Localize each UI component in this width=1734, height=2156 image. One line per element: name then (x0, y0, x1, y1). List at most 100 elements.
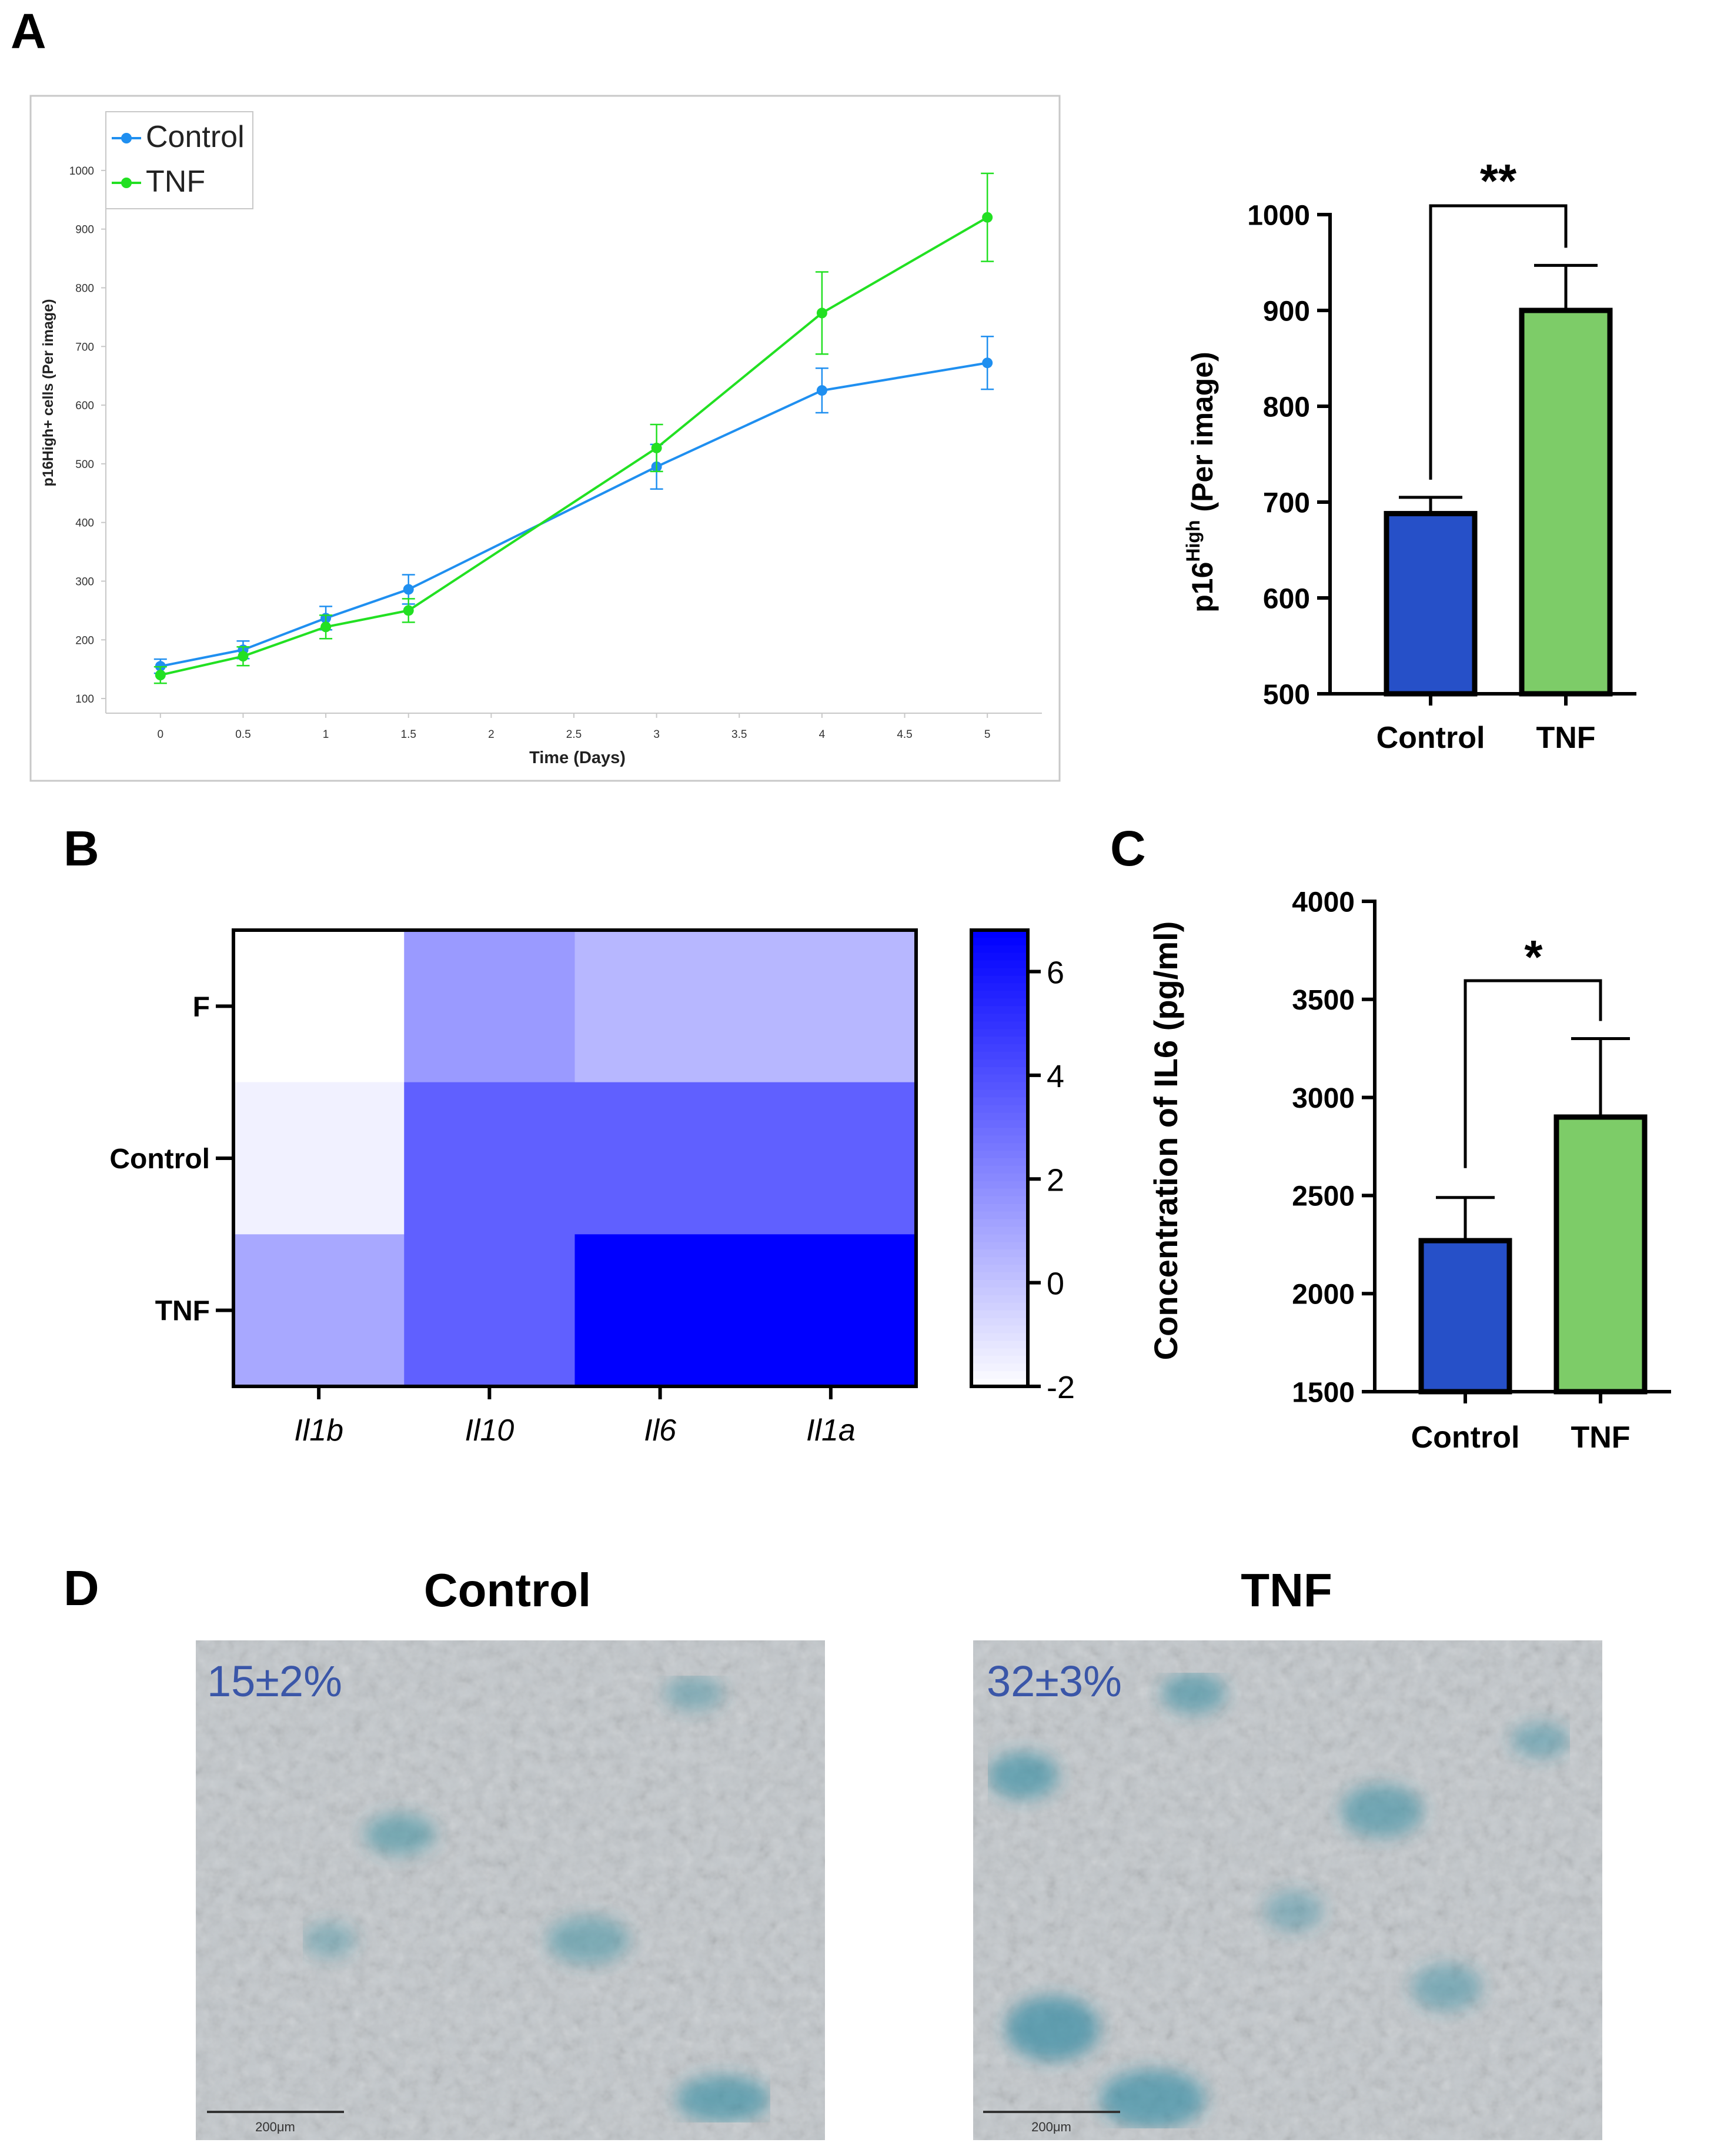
colorbar-segment (971, 1287, 1028, 1296)
colorbar-tick-label: 6 (1047, 955, 1064, 991)
colorbar-segment (971, 1021, 1028, 1030)
heatmap-cell (404, 1082, 576, 1235)
colorbar-segment (971, 1173, 1028, 1182)
stain-spot (1411, 1964, 1482, 2011)
colorbar-segment (971, 1089, 1028, 1098)
colorbar-segment (971, 1188, 1028, 1197)
micrograph-tnf-scale-label: 200μm (1031, 2120, 1071, 2134)
stain-spot (365, 1814, 435, 1855)
y-tick-label: 4000 (1292, 887, 1355, 918)
colorbar-segment (971, 1348, 1028, 1357)
stain-spot (303, 1923, 356, 1958)
colorbar-segment (971, 1082, 1028, 1091)
row-label: TNF (155, 1296, 210, 1327)
colorbar-segment (971, 1097, 1028, 1106)
heatmap-cell (233, 930, 405, 1083)
y-tick-label: 2500 (1292, 1181, 1355, 1212)
x-tick-label: 4.5 (897, 728, 912, 741)
micrograph-tnf-stain (988, 1673, 1570, 2128)
x-tick-label: 3.5 (731, 728, 747, 741)
y-tick-label: 400 (75, 517, 94, 530)
colorbar-segment (971, 1014, 1028, 1022)
bar-chart-il6: 1500 2000 2500 3000 3500 4000 Control TNF * Con… (1147, 887, 1671, 1455)
colorbar-segment (971, 1037, 1028, 1045)
bar-tnf (1553, 1114, 1648, 1395)
data-point (816, 307, 827, 319)
colorbar-segment (971, 1135, 1028, 1144)
y-tick-label: 1000 (69, 165, 94, 178)
colorbar-segment (971, 998, 1028, 1007)
y-tick-label: 500 (75, 459, 94, 471)
colorbar-segment (971, 945, 1028, 954)
colorbar-segment (971, 1158, 1028, 1166)
colorbar-segment (971, 1067, 1028, 1075)
data-point (320, 621, 332, 633)
micrograph-tnf: TNF 32±3% 200μm (973, 1564, 1602, 2140)
y-tick-label: 900 (1263, 296, 1310, 327)
data-point (982, 212, 993, 223)
panel-label-a: A (11, 4, 46, 59)
heatmap-cell (233, 1082, 405, 1235)
colorbar-segment (971, 1151, 1028, 1159)
y-tick-label: 3500 (1292, 985, 1355, 1016)
bar-p16-significance: ** (1480, 155, 1517, 207)
colorbar-segment (971, 1341, 1028, 1349)
bar-control (1418, 1238, 1512, 1395)
stain-spot (1100, 2070, 1205, 2128)
bar-il6-y-axis-title: Concentration of IL6 (pg/ml) (1147, 921, 1184, 1361)
colorbar-segment (971, 1143, 1028, 1152)
colorbar-tick-label: 2 (1047, 1162, 1064, 1198)
y-tick-label: 700 (1263, 487, 1310, 519)
y-tick-label: 300 (75, 576, 94, 588)
y-tick-label: 100 (75, 693, 94, 706)
stain-spot (1005, 1996, 1100, 2061)
x-tick-label: 3 (653, 728, 660, 741)
y-tick-label: 1000 (1247, 200, 1310, 231)
y-tick-label: 500 (1263, 679, 1310, 710)
stain-spot (547, 1917, 629, 1964)
data-point (651, 442, 662, 453)
y-tick-label: 3000 (1292, 1083, 1355, 1114)
y-tick-label: 700 (75, 341, 94, 353)
colorbar-segment (971, 1363, 1028, 1372)
x-tick-label: 1 (323, 728, 329, 741)
colorbar-segment (971, 1234, 1028, 1243)
line-chart-y-axis-title: p16High+ cells (Per image) (40, 299, 56, 487)
colorbar-segment (971, 1279, 1028, 1288)
legend-control-label: Control (146, 120, 245, 154)
heatmap-cell (404, 1234, 576, 1387)
x-tick-label: TNF (1571, 1420, 1630, 1455)
colorbar-segment (971, 1120, 1028, 1129)
x-tick-label: 0.5 (235, 728, 250, 741)
line-chart-legend: Control TNF (105, 111, 253, 209)
micrograph-control-stain (303, 1676, 770, 2122)
colorbar-segment (971, 1051, 1028, 1060)
y-tick-label: 1500 (1292, 1377, 1355, 1408)
bar-p16-y-axis-title: p16High (Per image) (1182, 352, 1219, 612)
colorbar-segment (971, 1371, 1028, 1380)
colorbar-segment (971, 1272, 1028, 1281)
col-label: Il1a (806, 1413, 856, 1448)
x-tick-label: 2 (488, 728, 495, 741)
colorbar-segment (971, 1006, 1028, 1015)
colorbar-segment (971, 1105, 1028, 1114)
stain-spot (1511, 1723, 1570, 1758)
y-tick-label: 600 (75, 400, 94, 412)
panel-label-b: B (64, 821, 99, 876)
stain-spot (676, 2075, 770, 2122)
micrograph-control-scale-label: 200μm (255, 2120, 295, 2134)
colorbar-segment (971, 1211, 1028, 1220)
colorbar-segment (971, 1074, 1028, 1083)
bar-tnf (1519, 307, 1613, 697)
stain-spot (1264, 1890, 1323, 1931)
micrograph-tnf-percentage: 32±3% (987, 1657, 1122, 1706)
colorbar-segment (971, 983, 1028, 992)
micrograph-control: Control 15±2% 200μm (196, 1564, 825, 2140)
colorbar-segment (971, 1356, 1028, 1365)
colorbar-segment (971, 1196, 1028, 1205)
y-tick-label: 2000 (1292, 1279, 1355, 1310)
heatmap-cell (745, 1082, 917, 1235)
data-point (982, 357, 993, 369)
colorbar-segment (971, 1257, 1028, 1266)
